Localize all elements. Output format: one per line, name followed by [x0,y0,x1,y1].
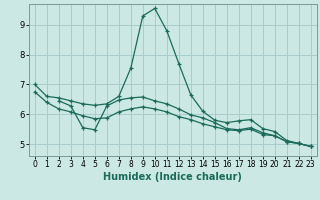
X-axis label: Humidex (Indice chaleur): Humidex (Indice chaleur) [103,172,242,182]
